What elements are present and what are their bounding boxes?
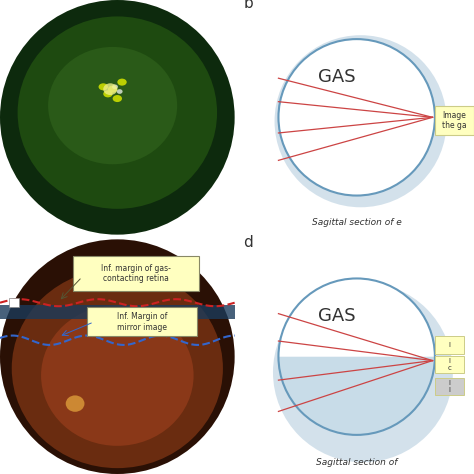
Text: Inf. margin of gas-
contacting retina: Inf. margin of gas- contacting retina bbox=[101, 264, 171, 283]
Text: Sagittal section of: Sagittal section of bbox=[316, 457, 397, 466]
Wedge shape bbox=[278, 278, 435, 356]
Text: d: d bbox=[243, 235, 253, 250]
Text: Inf. Margin of
mirror image: Inf. Margin of mirror image bbox=[117, 312, 167, 332]
Ellipse shape bbox=[48, 47, 177, 164]
FancyBboxPatch shape bbox=[435, 356, 464, 373]
Ellipse shape bbox=[66, 395, 84, 412]
Bar bbox=[0, 305, 235, 319]
FancyBboxPatch shape bbox=[73, 256, 200, 291]
Text: GAS: GAS bbox=[319, 68, 356, 86]
Ellipse shape bbox=[118, 79, 127, 86]
Circle shape bbox=[278, 39, 435, 196]
Text: I
c: I c bbox=[447, 358, 451, 371]
Ellipse shape bbox=[274, 35, 447, 207]
FancyBboxPatch shape bbox=[435, 337, 464, 354]
Ellipse shape bbox=[273, 283, 453, 462]
Ellipse shape bbox=[103, 91, 113, 97]
Ellipse shape bbox=[41, 305, 193, 446]
FancyBboxPatch shape bbox=[435, 378, 464, 395]
Ellipse shape bbox=[12, 269, 223, 468]
FancyBboxPatch shape bbox=[435, 106, 474, 135]
Ellipse shape bbox=[99, 83, 108, 91]
Ellipse shape bbox=[108, 86, 118, 93]
Bar bbox=[9, 298, 19, 308]
Ellipse shape bbox=[103, 83, 118, 95]
Wedge shape bbox=[278, 356, 435, 435]
FancyBboxPatch shape bbox=[87, 308, 197, 336]
Text: GAS: GAS bbox=[319, 308, 356, 326]
Ellipse shape bbox=[112, 84, 118, 89]
Ellipse shape bbox=[113, 95, 122, 102]
Ellipse shape bbox=[0, 0, 235, 235]
Text: b: b bbox=[243, 0, 253, 11]
Ellipse shape bbox=[117, 89, 123, 94]
Ellipse shape bbox=[18, 17, 217, 209]
Text: I: I bbox=[448, 342, 450, 348]
Text: Sagittal section of e: Sagittal section of e bbox=[312, 218, 401, 227]
Ellipse shape bbox=[0, 239, 235, 474]
Text: Image
the ga: Image the ga bbox=[442, 111, 467, 130]
Text: I
I: I I bbox=[448, 380, 450, 393]
